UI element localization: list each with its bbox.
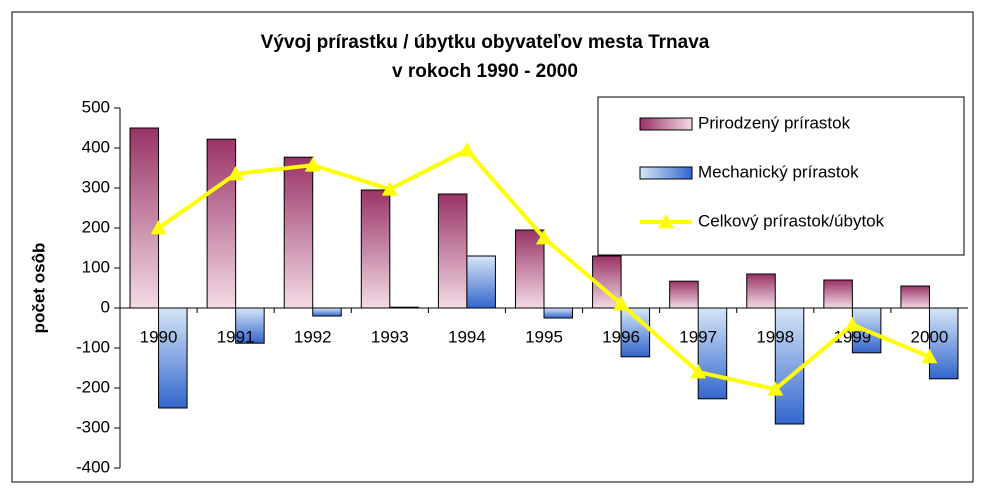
- y-tick-label: 400: [82, 137, 110, 156]
- y-tick-label: -200: [76, 377, 110, 396]
- x-tick-label: 1996: [602, 327, 640, 346]
- legend-swatch: [639, 166, 693, 180]
- marker: [536, 230, 552, 245]
- y-axis-label: počet osôb: [29, 243, 48, 334]
- bar: [283, 156, 314, 309]
- y-tick-label: 0: [101, 297, 110, 316]
- bar: [158, 307, 188, 409]
- chart-subtitle: v rokoch 1990 - 2000: [392, 61, 578, 82]
- bar: [669, 280, 699, 309]
- bar: [437, 193, 468, 309]
- y-tick-label: 100: [82, 257, 110, 276]
- bar: [466, 255, 496, 309]
- x-tick-label: 1992: [294, 327, 332, 346]
- chart-title: Vývoj prírastku / úbytku obyvateľov mest…: [261, 32, 710, 53]
- bar: [823, 279, 853, 309]
- legend-marker: [658, 214, 674, 229]
- bar: [774, 307, 805, 425]
- marker: [690, 364, 707, 379]
- bar: [746, 273, 776, 309]
- marker: [227, 166, 244, 181]
- y-tick-label: 200: [82, 217, 110, 236]
- legend-swatch: [639, 117, 693, 131]
- x-tick-label: 1994: [448, 327, 486, 346]
- y-tick-label: -100: [76, 337, 110, 356]
- y-tick-label: 300: [82, 177, 110, 196]
- marker: [613, 296, 630, 311]
- marker: [381, 181, 398, 196]
- legend-label: Celkový prírastok/úbytok: [698, 211, 885, 230]
- x-tick-label: 1991: [217, 327, 255, 346]
- marker: [844, 316, 861, 332]
- bar: [206, 138, 237, 309]
- x-tick-label: 1998: [756, 327, 794, 346]
- x-tick-label: 1990: [140, 327, 178, 346]
- bar: [129, 127, 160, 309]
- marker: [458, 142, 475, 157]
- marker: [150, 220, 167, 235]
- marker: [921, 348, 938, 364]
- bar: [312, 307, 342, 317]
- bar: [697, 307, 728, 400]
- marker: [767, 381, 784, 396]
- bar: [360, 189, 391, 309]
- x-tick-label: 1995: [525, 327, 563, 346]
- x-tick-label: 2000: [911, 327, 949, 346]
- bar: [235, 307, 265, 344]
- x-tick-label: 1993: [371, 327, 409, 346]
- legend-label: Mechanický prírastok: [698, 162, 859, 181]
- bar: [900, 285, 930, 309]
- y-tick-label: -400: [76, 457, 110, 476]
- bar: [928, 307, 959, 380]
- y-tick-label: -300: [76, 417, 110, 436]
- marker: [304, 157, 321, 172]
- y-tick-label: 500: [82, 97, 110, 116]
- x-tick-label: 1997: [679, 327, 717, 346]
- legend-label: Prirodzený prírastok: [698, 113, 851, 132]
- bar: [543, 307, 574, 319]
